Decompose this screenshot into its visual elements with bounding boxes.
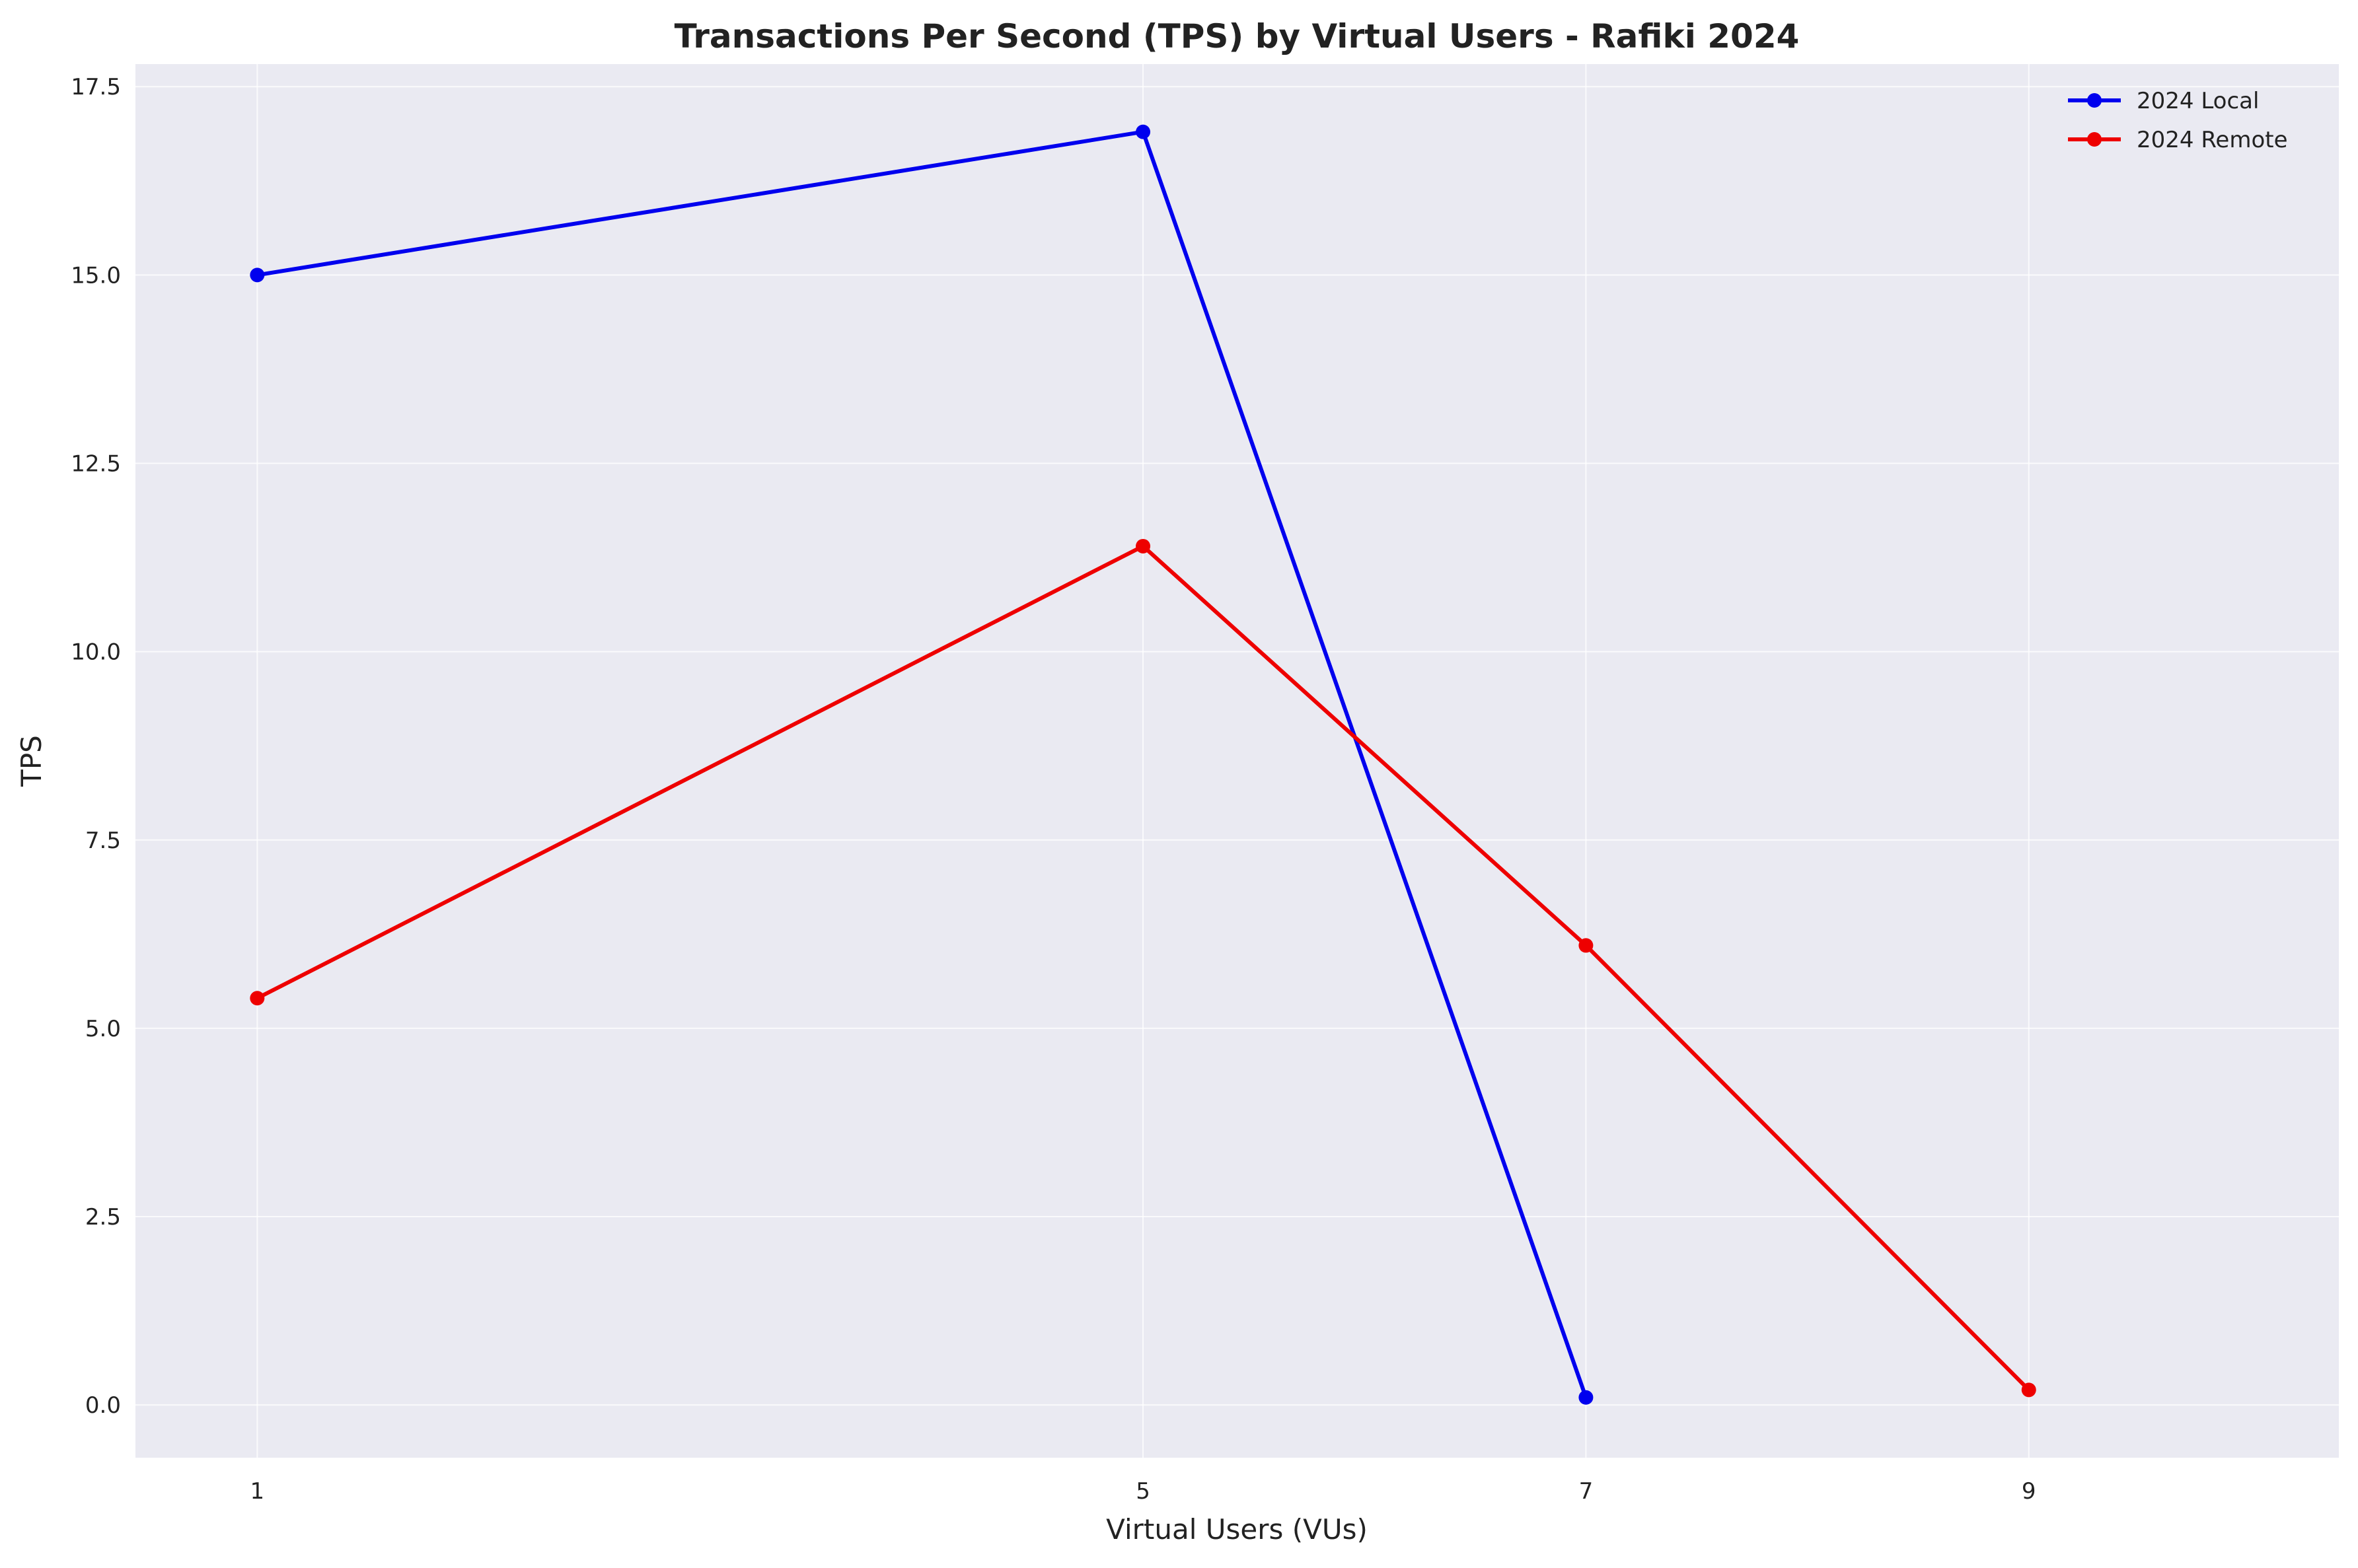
data-point: [1136, 538, 1151, 553]
y-tick-label: 15.0: [71, 262, 121, 289]
legend-label: 2024 Remote: [2137, 127, 2288, 153]
y-tick-label: 5.0: [85, 1016, 121, 1042]
data-point: [250, 991, 265, 1006]
y-tick-label: 7.5: [85, 828, 121, 854]
legend-entry: 2024 Local: [2068, 88, 2259, 114]
y-tick-label: 17.5: [71, 74, 121, 100]
y-tick-label: 2.5: [85, 1204, 121, 1230]
y-tick-label: 12.5: [71, 450, 121, 477]
legend-label: 2024 Local: [2137, 88, 2259, 114]
data-point: [1578, 1390, 1594, 1405]
tick-labels: 0.0 2.5 5.0 7.5 10.0 12.5 15.0 17.5 1 5 7 9: [71, 74, 2036, 1505]
y-tick-label: 0.0: [85, 1392, 121, 1419]
x-tick-label: 5: [1136, 1478, 1150, 1505]
data-point: [1136, 124, 1151, 139]
data-point: [250, 267, 265, 283]
x-tick-label: 7: [1579, 1478, 1594, 1505]
data-point: [2021, 1382, 2036, 1398]
legend-marker: [2087, 132, 2102, 147]
legend-entry: 2024 Remote: [2068, 127, 2288, 153]
series-line: [256, 544, 2030, 1392]
legend: 2024 Local 2024 Remote: [2068, 88, 2288, 153]
y-tick-label: 10.0: [71, 639, 121, 666]
grid-lines: [135, 64, 2339, 1458]
series-layer: [250, 124, 2036, 1405]
x-tick-label: 9: [2022, 1478, 2036, 1505]
series-0: [250, 124, 1594, 1405]
plot-background: [135, 64, 2339, 1458]
series-1: [250, 538, 2036, 1398]
x-axis-label: Virtual Users (VUs): [1106, 1513, 1368, 1546]
chart-title: Transactions Per Second (TPS) by Virtual…: [675, 17, 1800, 55]
data-point: [1578, 938, 1594, 953]
y-axis-label: TPS: [15, 735, 48, 787]
legend-marker: [2087, 93, 2102, 108]
x-tick-label: 1: [250, 1478, 265, 1505]
